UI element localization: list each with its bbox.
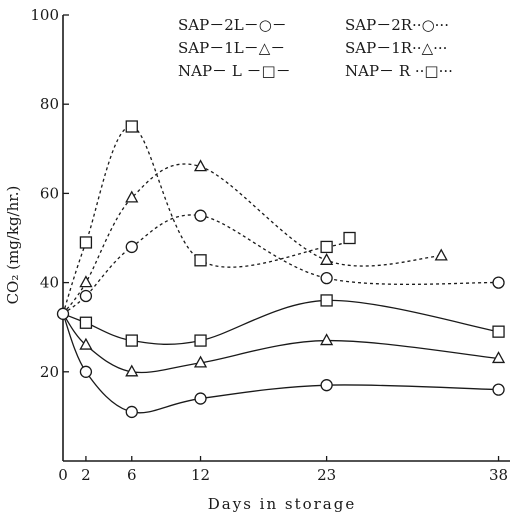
- legend-item: SAP－2R··○···: [345, 16, 449, 34]
- data-point-nap-l: [79, 316, 93, 329]
- data-point-sap-2r: [492, 276, 505, 289]
- data-point-sap-2l: [320, 379, 333, 392]
- y-ticks: 20 40 60 80 100: [30, 6, 69, 381]
- data-point-nap-r: [79, 236, 93, 249]
- data-point-nap-l: [320, 294, 333, 307]
- axes: [62, 15, 510, 462]
- data-point-sap-1l: [320, 333, 334, 346]
- series-line-sap-1r: [62, 163, 442, 315]
- data-point-origin: [56, 307, 70, 320]
- data-point-sap-1l: [491, 351, 506, 364]
- data-point-sap-1r: [79, 275, 93, 288]
- legend-item: NAP－ R ··□···: [345, 62, 453, 80]
- data-point-nap-r: [194, 254, 207, 267]
- data-point-sap-1l: [193, 355, 208, 368]
- data-point-nap-r: [343, 231, 356, 245]
- data-point-sap-2l: [125, 405, 138, 419]
- series-nap-r: [62, 120, 356, 315]
- data-point-sap-1r: [193, 159, 208, 172]
- x-tick-label: 12: [191, 466, 210, 484]
- x-ticks: 0 2 6 12 23 38: [58, 456, 508, 484]
- data-point-nap-r: [125, 120, 138, 133]
- legend-item: NAP－ L －□－: [178, 62, 291, 80]
- legend-item: SAP－2L－○－: [178, 16, 287, 34]
- series-nap-l: [62, 294, 505, 347]
- y-tick-label: 60: [40, 184, 59, 202]
- legend-item: SAP－1R··△···: [345, 39, 447, 57]
- y-axis-title: CO₂ (mg/kg/hr.): [4, 186, 22, 305]
- y-tick-label: 20: [40, 363, 59, 381]
- series-sap-2r: [62, 209, 505, 315]
- x-tick-label: 0: [58, 466, 68, 484]
- data-point-sap-2r: [79, 289, 93, 303]
- series-sap-1l: [62, 313, 506, 377]
- legend-item: SAP－1L－△－: [178, 39, 285, 57]
- series-sap-1r: [62, 159, 448, 315]
- series-line-sap-2l: [62, 313, 499, 414]
- x-axis-title: Days in storage: [208, 495, 356, 513]
- data-point-sap-2l: [194, 392, 207, 405]
- data-point-sap-2r: [125, 240, 138, 254]
- data-point-nap-r: [320, 240, 333, 254]
- x-tick-label: 23: [317, 466, 336, 484]
- y-tick-label: 100: [30, 6, 59, 24]
- series-sap-2l: [62, 313, 505, 419]
- data-point-sap-1r: [320, 252, 334, 265]
- data-point-nap-l: [194, 334, 207, 347]
- data-point-nap-l: [492, 325, 505, 338]
- series-line-nap-r: [62, 125, 350, 315]
- data-point-sap-1r: [125, 190, 139, 203]
- data-point-sap-1l: [79, 337, 93, 350]
- data-point-sap-2r: [194, 209, 207, 222]
- data-point-sap-2r: [320, 271, 333, 285]
- data-point-sap-2l: [492, 383, 505, 396]
- x-tick-label: 6: [127, 466, 137, 484]
- series-group: [56, 120, 506, 419]
- y-tick-label: 80: [40, 95, 59, 113]
- data-point-sap-2l: [79, 365, 93, 378]
- data-point-nap-l: [125, 334, 138, 347]
- y-tick-label: 40: [40, 274, 59, 292]
- data-point-sap-1r: [434, 248, 448, 261]
- legend: SAP－2L－○－ SAP－2R··○··· SAP－1L－△－ SAP－1R··△·…: [178, 16, 453, 80]
- data-point-sap-1l: [125, 364, 139, 377]
- x-tick-label: 2: [81, 466, 91, 484]
- x-tick-label: 38: [489, 466, 508, 484]
